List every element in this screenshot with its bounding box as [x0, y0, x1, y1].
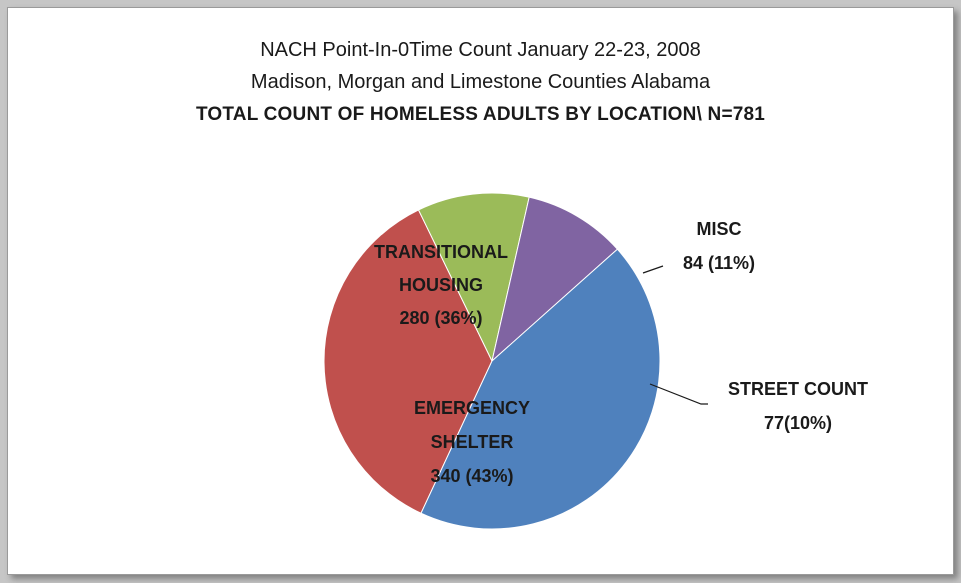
- chart-subtitle: Madison, Morgan and Limestone Counties A…: [250, 71, 711, 93]
- slice-label-line: 340 (43%): [430, 466, 513, 486]
- slice-label-line: 280 (36%): [399, 308, 482, 328]
- leader-line: [642, 265, 664, 274]
- chart-heading: TOTAL COUNT OF HOMELESS ADULTS BY LOCATI…: [195, 104, 766, 125]
- slice-label-line: 77(10%): [764, 413, 832, 433]
- slice-label-line: STREET COUNT: [728, 379, 868, 399]
- slice-label-misc: MISC 84 (11%): [683, 219, 755, 273]
- leader-line: [649, 383, 708, 405]
- slice-label-line: EMERGENCY: [414, 398, 530, 418]
- chart-title: NACH Point-In-0Time Count January 22-23,…: [260, 39, 701, 61]
- slice-label-line: HOUSING: [399, 275, 483, 295]
- slice-label-line: SHELTER: [431, 432, 514, 452]
- chart-title-block: NACH Point-In-0Time Count January 22-23,…: [8, 34, 953, 132]
- slice-label-line: 84 (11%): [683, 253, 755, 273]
- slice-label-line: TRANSITIONAL: [374, 242, 508, 262]
- slice-label-emergency-shelter: EMERGENCY SHELTER 340 (43%): [414, 398, 530, 486]
- pie-slice-transitional-housing: [323, 209, 493, 514]
- pie-slice-emergency-shelter: [420, 248, 661, 530]
- pie-chart: TRANSITIONAL HOUSING 280 (36%) MISC 84 (11%)…: [323, 192, 868, 530]
- slice-label-street-count: STREET COUNT 77(10%): [728, 379, 868, 433]
- slice-label-line: MISC: [697, 219, 742, 239]
- slice-label-transitional-housing: TRANSITIONAL HOUSING 280 (36%): [374, 242, 508, 328]
- pie-slice-street-count: [491, 196, 619, 363]
- chart-area: NACH Point-In-0Time Count January 22-23,…: [7, 7, 954, 575]
